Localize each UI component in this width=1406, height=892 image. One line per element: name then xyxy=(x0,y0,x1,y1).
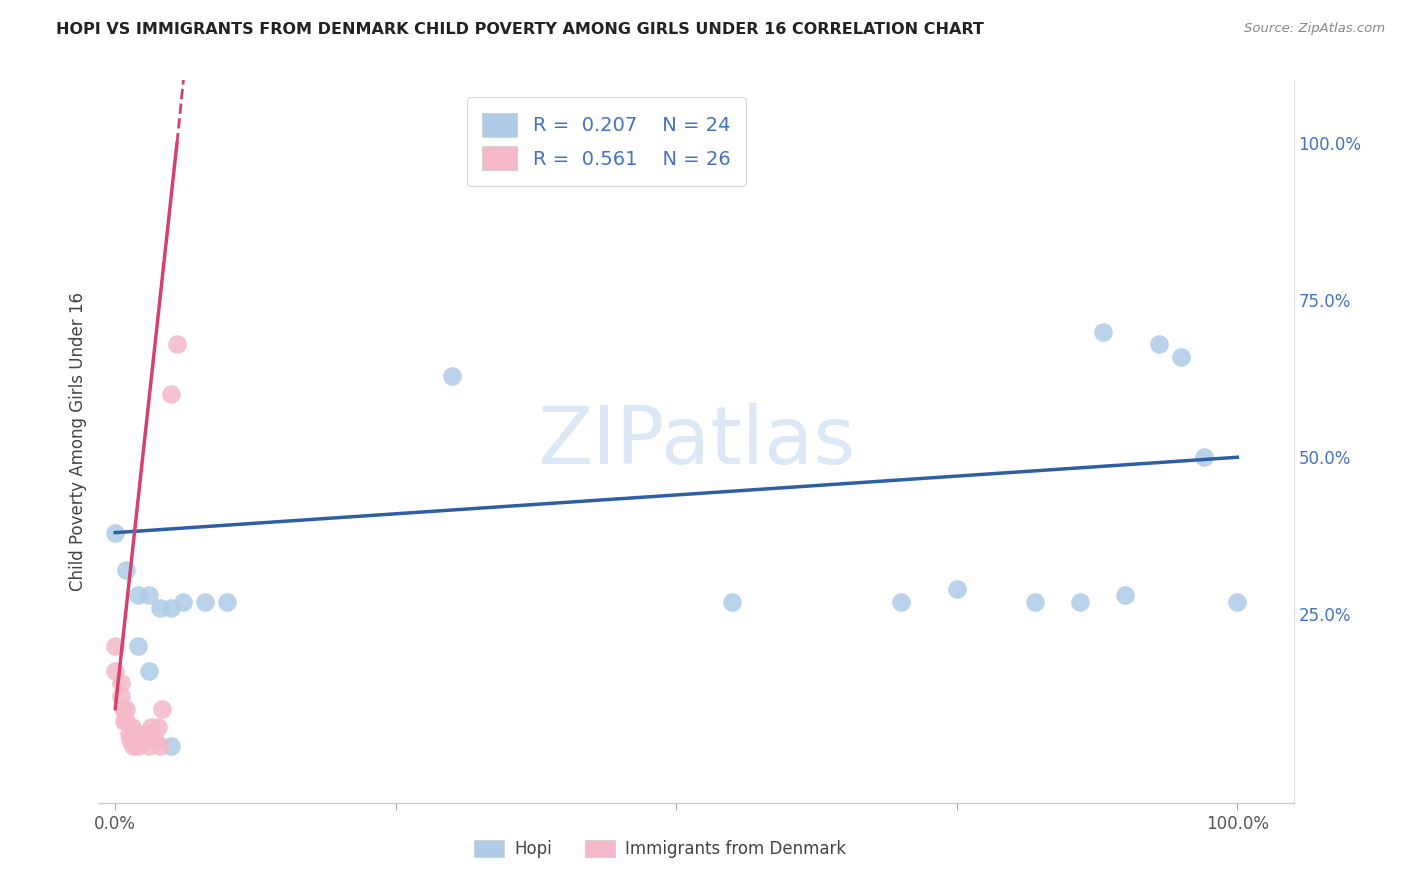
Point xyxy=(112,701,135,715)
Point xyxy=(122,739,145,754)
Point xyxy=(150,701,173,715)
Legend: Hopi, Immigrants from Denmark: Hopi, Immigrants from Denmark xyxy=(465,832,855,867)
Point xyxy=(118,727,141,741)
Point xyxy=(104,639,127,653)
Point xyxy=(135,727,157,741)
Point xyxy=(1024,595,1046,609)
Point xyxy=(146,720,169,734)
Point xyxy=(166,337,188,351)
Point xyxy=(141,720,163,734)
Point xyxy=(1192,450,1215,465)
Point xyxy=(118,733,141,747)
Point xyxy=(112,714,135,728)
Point xyxy=(1226,595,1249,609)
Point xyxy=(160,601,183,615)
Point xyxy=(138,739,160,754)
Point xyxy=(1091,325,1114,339)
Point xyxy=(121,720,143,734)
Point xyxy=(127,589,149,603)
Point xyxy=(127,727,149,741)
Point xyxy=(149,739,172,754)
Point xyxy=(132,733,155,747)
Point xyxy=(194,595,217,609)
Point xyxy=(104,525,127,540)
Text: HOPI VS IMMIGRANTS FROM DENMARK CHILD POVERTY AMONG GIRLS UNDER 16 CORRELATION C: HOPI VS IMMIGRANTS FROM DENMARK CHILD PO… xyxy=(56,22,984,37)
Point xyxy=(115,701,138,715)
Y-axis label: Child Poverty Among Girls Under 16: Child Poverty Among Girls Under 16 xyxy=(69,292,87,591)
Point xyxy=(440,368,463,383)
Point xyxy=(946,582,969,597)
Point xyxy=(149,601,172,615)
Point xyxy=(124,733,146,747)
Text: Source: ZipAtlas.com: Source: ZipAtlas.com xyxy=(1244,22,1385,36)
Point xyxy=(172,595,194,609)
Point xyxy=(160,387,183,401)
Point xyxy=(138,664,160,678)
Point xyxy=(721,595,744,609)
Point xyxy=(110,689,132,703)
Point xyxy=(115,563,138,577)
Point xyxy=(1170,350,1192,364)
Point xyxy=(890,595,912,609)
Point xyxy=(104,664,127,678)
Point xyxy=(110,676,132,690)
Point xyxy=(160,739,183,754)
Point xyxy=(1147,337,1170,351)
Point xyxy=(143,733,166,747)
Point xyxy=(127,639,149,653)
Point xyxy=(127,739,149,754)
Point xyxy=(138,727,160,741)
Text: ZIPatlas: ZIPatlas xyxy=(537,402,855,481)
Point xyxy=(1069,595,1091,609)
Point xyxy=(138,589,160,603)
Point xyxy=(217,595,239,609)
Point xyxy=(115,714,138,728)
Point xyxy=(1114,589,1136,603)
